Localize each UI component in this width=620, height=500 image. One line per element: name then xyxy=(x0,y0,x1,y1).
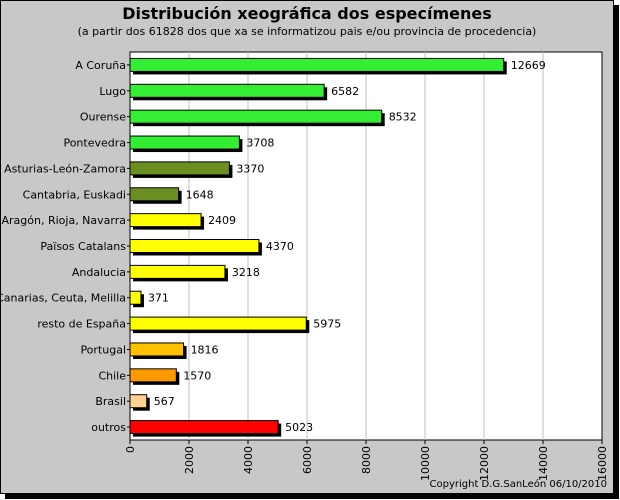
data-label: 3370 xyxy=(236,162,264,175)
category-label: Pontevedra xyxy=(63,137,126,150)
x-tick-label: 4000 xyxy=(242,446,255,474)
category-label: Brasil xyxy=(95,395,126,408)
category-label: Canarias, Ceuta, Melilla xyxy=(1,292,126,305)
x-tick-label: 16000 xyxy=(596,446,609,481)
data-label: 12669 xyxy=(511,59,546,72)
bar xyxy=(129,420,279,435)
data-label: 2409 xyxy=(208,214,236,227)
category-label: Portugal xyxy=(80,343,126,356)
x-tick-label: 0 xyxy=(124,446,137,453)
data-label: 371 xyxy=(148,292,169,305)
category-label: Aragón, Rioja, Navarra xyxy=(2,214,127,227)
data-label: 3218 xyxy=(232,266,260,279)
category-label: Cantabria, Euskadi xyxy=(23,188,126,201)
data-label: 8532 xyxy=(389,111,417,124)
bar xyxy=(129,57,505,72)
data-label: 1570 xyxy=(183,369,211,382)
bar xyxy=(129,213,202,228)
copyright-note: Copyright D.G.SanLeón 06/10/2010 xyxy=(429,479,607,490)
data-label: 5975 xyxy=(313,318,341,331)
category-label: Ourense xyxy=(80,111,126,124)
data-label: 567 xyxy=(154,395,175,408)
bar xyxy=(129,239,260,253)
bar xyxy=(129,135,240,150)
category-label: outros xyxy=(91,421,126,434)
bar xyxy=(129,109,383,124)
chart-frame: Distribución xeográfica dos especímenes … xyxy=(0,0,614,494)
bar xyxy=(129,264,226,279)
x-tick-label: 2000 xyxy=(183,446,196,474)
x-tick-label: 12000 xyxy=(478,446,491,481)
chart-title: Distribución xeográfica dos especímenes xyxy=(122,4,492,23)
x-tick-label: 14000 xyxy=(537,446,550,481)
bar xyxy=(129,83,325,98)
bar xyxy=(129,161,230,176)
x-tick-label: 8000 xyxy=(360,446,373,474)
category-label: Països Catalans xyxy=(40,240,126,253)
x-tick-label: 10000 xyxy=(419,446,432,481)
data-label: 1648 xyxy=(186,188,214,201)
bar xyxy=(129,394,148,409)
category-label: Andalucia xyxy=(72,266,126,279)
data-label: 6582 xyxy=(331,85,359,98)
category-label: A Coruña xyxy=(75,59,126,72)
data-label: 4370 xyxy=(266,240,294,253)
bar xyxy=(129,342,185,357)
data-label: 3708 xyxy=(246,137,274,150)
chart-subtitle: (a partir dos 61828 dos que xa se inform… xyxy=(77,25,537,38)
category-label: Lugo xyxy=(99,85,126,98)
data-label: 1816 xyxy=(191,343,219,356)
bar-chart: 0 2000 4000 6000 8000 10000 12000 14000 16000 A C… xyxy=(1,51,609,481)
bar xyxy=(129,187,180,202)
category-label: Asturias-León-Zamora xyxy=(4,162,126,175)
bar xyxy=(129,316,307,331)
bar xyxy=(129,368,177,383)
category-label: resto de España xyxy=(37,318,126,331)
category-label: Chile xyxy=(98,369,126,382)
data-label: 5023 xyxy=(285,421,313,434)
x-tick-label: 6000 xyxy=(301,446,314,474)
bar xyxy=(129,290,142,305)
